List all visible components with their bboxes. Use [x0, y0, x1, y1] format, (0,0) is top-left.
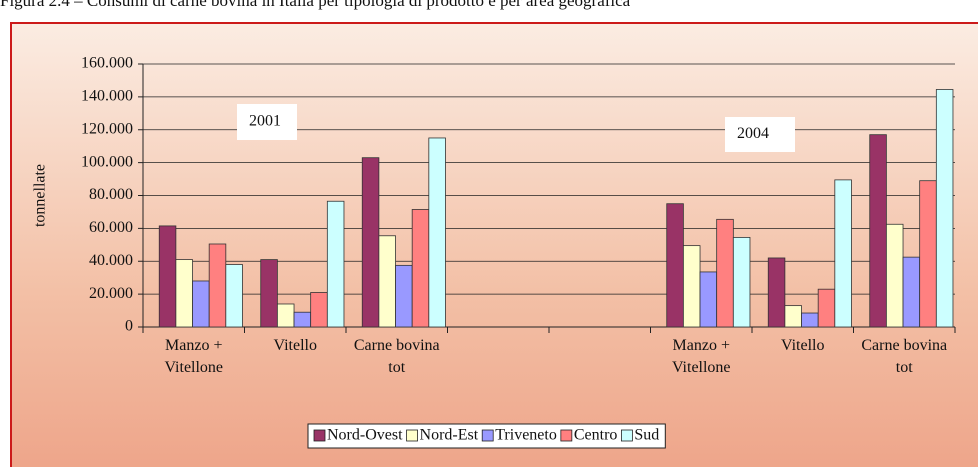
x-tick-label: Manzo + Vitellone: [164, 337, 224, 376]
annotation-box: [725, 117, 795, 152]
bar: [428, 137, 446, 328]
y-axis-label: tonnellate: [32, 164, 49, 227]
bar: [158, 225, 177, 328]
annotation-box: [237, 104, 297, 140]
bar: [716, 218, 734, 328]
x-tick-label: Carne bovina tot: [353, 337, 440, 376]
legend-label: Centro: [574, 427, 618, 444]
bar: [411, 209, 430, 328]
bar: [919, 180, 937, 328]
bar: [276, 303, 295, 328]
bar: [293, 311, 312, 328]
figure-title: Figura 2.4 – Consumi di carne bovina in …: [0, 0, 631, 10]
bar: [225, 264, 243, 328]
bar: [260, 259, 278, 328]
y-tick-label: 60.000: [89, 219, 133, 236]
legend-swatch: [560, 429, 573, 442]
bar: [902, 256, 921, 328]
x-tick-label: Carne bovina tot: [861, 337, 948, 376]
y-tick-label: 80.000: [89, 186, 133, 203]
bar: [395, 264, 413, 328]
bar: [935, 89, 954, 328]
bar: [834, 179, 852, 328]
x-tick-label: Vitello: [781, 337, 825, 354]
y-tick-label: 20.000: [89, 285, 133, 302]
bar: [310, 292, 328, 328]
bar: [192, 280, 210, 328]
bar: [801, 312, 819, 328]
bar: [732, 237, 751, 328]
bar: [175, 259, 193, 328]
bar: [885, 223, 904, 328]
legend-label: Triveneto: [495, 427, 557, 444]
bar: [361, 157, 380, 328]
x-tick-label: Vitello: [273, 337, 317, 354]
legend-label: Nord-Est: [420, 427, 479, 444]
bar: [784, 305, 802, 328]
legend-swatch: [481, 429, 494, 442]
legend-swatch: [406, 429, 418, 442]
bar: [767, 257, 786, 328]
y-tick-label: 0: [125, 318, 133, 335]
legend-swatch: [313, 429, 326, 442]
annotation: 2001: [249, 113, 281, 130]
bar: [378, 235, 396, 328]
y-tick-label: 160.000: [81, 55, 133, 72]
bar: [666, 203, 684, 328]
annotation: 2004: [737, 125, 769, 142]
bar: [208, 243, 227, 328]
y-tick-label: 40.000: [89, 252, 133, 269]
legend-swatch: [620, 429, 633, 442]
bar: [326, 200, 345, 328]
x-tick-label: Manzo + Vitellone: [671, 337, 731, 376]
legend-label: Nord-Ovest: [327, 427, 403, 444]
legend: Nord-Ovest Nord-Est Triveneto Centro Sud: [307, 423, 666, 449]
bar: [869, 134, 887, 328]
y-tick-label: 100.000: [81, 153, 133, 170]
bar: [699, 271, 718, 328]
bar: [682, 245, 701, 328]
bar: [817, 288, 836, 328]
legend-label: Sud: [634, 427, 659, 444]
y-tick-label: 140.000: [81, 88, 133, 105]
y-tick-label: 120.000: [81, 120, 133, 137]
